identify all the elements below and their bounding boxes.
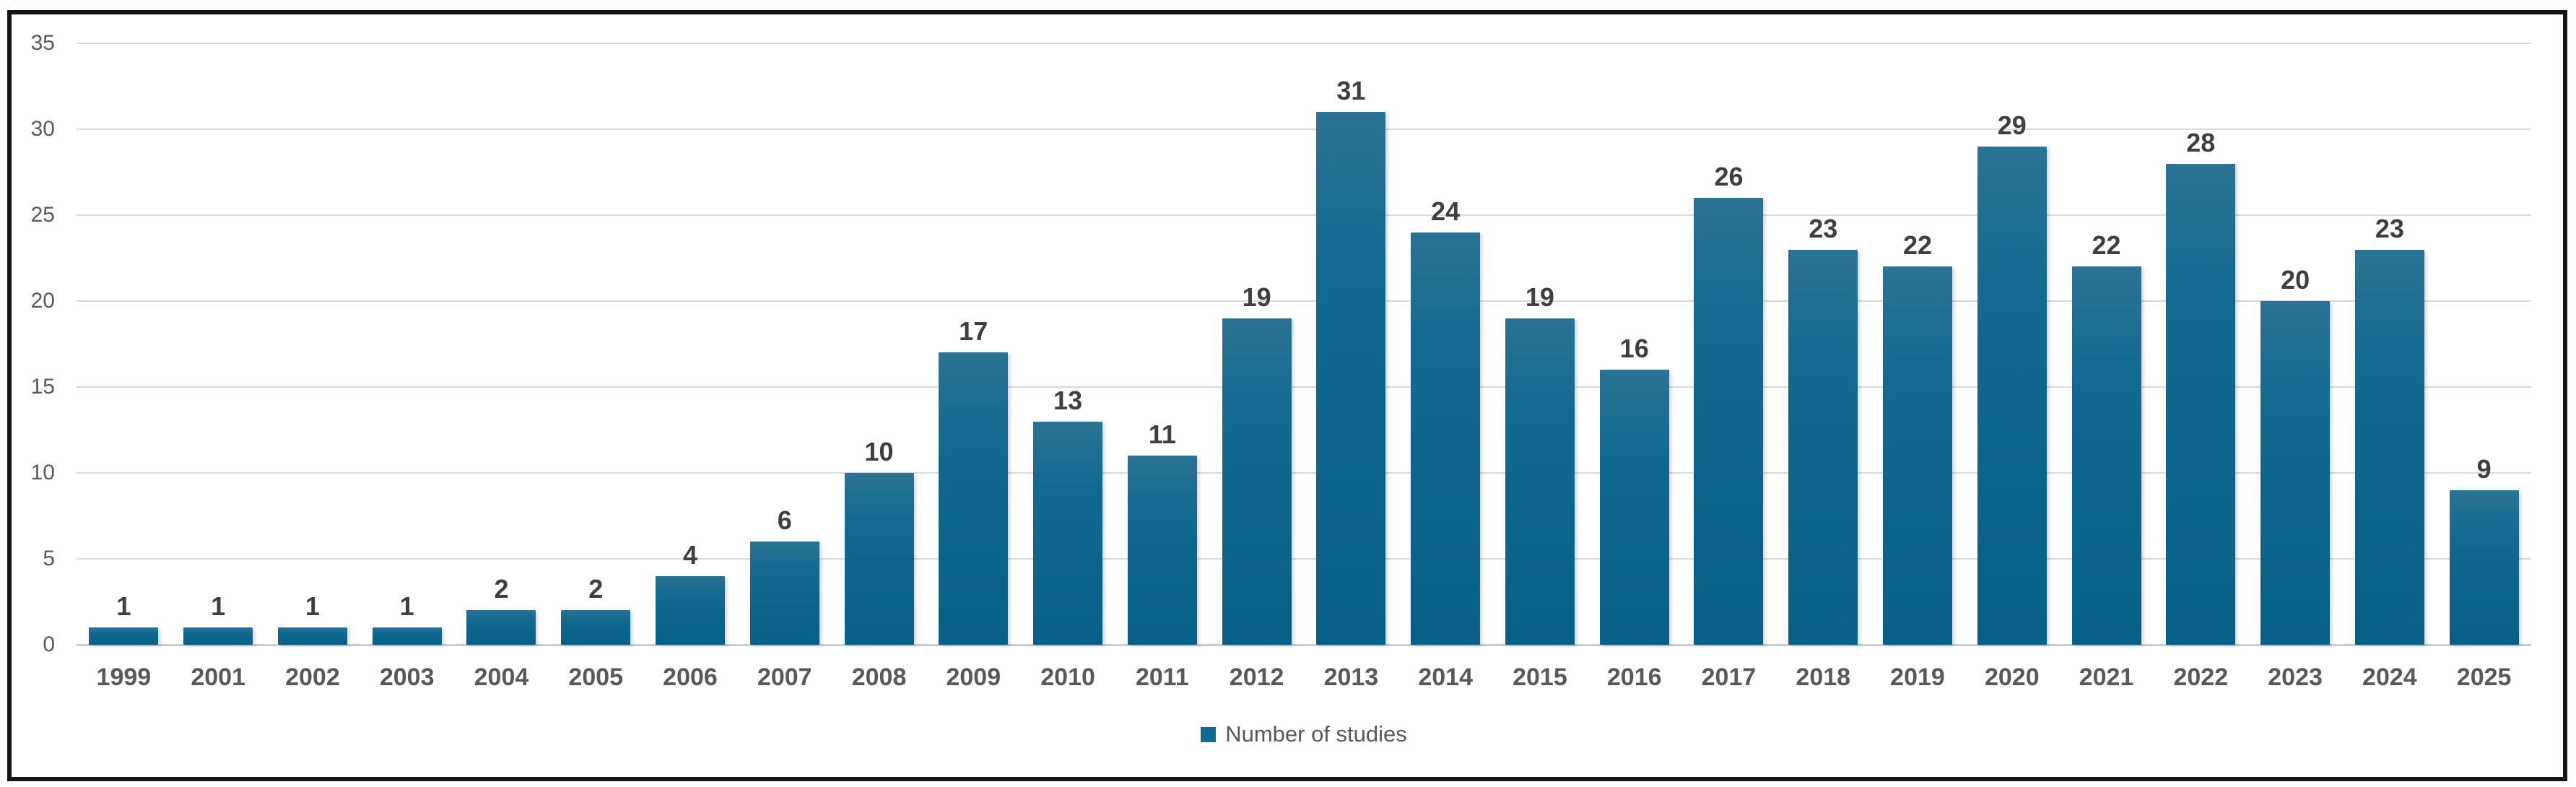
x-axis-label: 2019 bbox=[1890, 664, 1945, 691]
x-axis-label: 2011 bbox=[1135, 664, 1189, 691]
bar-value-label: 22 bbox=[1902, 230, 1933, 261]
x-axis-label: 2014 bbox=[1418, 664, 1473, 691]
y-axis-tick-label: 15 bbox=[30, 375, 55, 399]
x-axis-label: 2001 bbox=[191, 664, 245, 691]
bar-2014 bbox=[1411, 232, 1481, 645]
x-axis-label: 2017 bbox=[1701, 664, 1757, 691]
bar-value-label: 23 bbox=[1809, 213, 1838, 243]
bar-2007 bbox=[749, 542, 819, 645]
bar-value-label: 1 bbox=[305, 591, 320, 622]
bar-2016 bbox=[1599, 370, 1669, 645]
x-axis-label: 2016 bbox=[1606, 664, 1662, 691]
y-axis-tick-label: 0 bbox=[43, 632, 55, 656]
bar-2025 bbox=[2449, 490, 2519, 645]
x-axis-label: 2008 bbox=[851, 664, 907, 691]
legend-marker-square bbox=[1201, 726, 1217, 742]
bar-value-label: 24 bbox=[1431, 196, 1461, 226]
x-axis-label: 2024 bbox=[2362, 664, 2417, 691]
bar-2005 bbox=[561, 610, 631, 645]
x-axis-label: 2021 bbox=[2079, 664, 2134, 691]
y-axis-tick-label: 35 bbox=[30, 31, 55, 55]
x-axis-label: 2004 bbox=[474, 664, 529, 691]
bar-value-label: 13 bbox=[1053, 385, 1083, 415]
y-axis-tick-label: 10 bbox=[30, 461, 55, 484]
bar-value-label: 1 bbox=[116, 591, 131, 622]
bar-1999 bbox=[89, 627, 159, 645]
x-axis-label: 2020 bbox=[1984, 664, 2040, 691]
legend: Number of studies bbox=[77, 719, 2531, 749]
gridline-y0 bbox=[77, 644, 2531, 646]
x-axis-label: 2005 bbox=[568, 664, 624, 691]
bar-value-label: 2 bbox=[494, 574, 509, 604]
y-axis-tick-label: 25 bbox=[30, 203, 55, 227]
bar-value-label: 22 bbox=[2092, 230, 2121, 261]
x-axis-label: 2023 bbox=[2268, 664, 2323, 691]
x-axis-label: 2009 bbox=[946, 664, 1001, 691]
bar-2001 bbox=[183, 627, 253, 645]
bar-value-label: 10 bbox=[864, 437, 894, 466]
bar-value-label: 20 bbox=[2281, 265, 2310, 295]
bar-value-label: 16 bbox=[1619, 334, 1649, 364]
x-axis-label: 2018 bbox=[1796, 664, 1851, 691]
x-axis-label: 2002 bbox=[285, 664, 340, 691]
bar-value-label: 2 bbox=[588, 574, 604, 604]
bar-2024 bbox=[2354, 249, 2424, 645]
y-axis-tick-label: 30 bbox=[30, 117, 55, 141]
x-axis-label: 2013 bbox=[1323, 664, 1379, 691]
bar-value-label: 1 bbox=[211, 591, 226, 622]
y-axis-tick-label: 20 bbox=[30, 289, 55, 313]
bar-2004 bbox=[466, 610, 536, 645]
bar-value-label: 9 bbox=[2476, 453, 2492, 484]
bar-value-label: 11 bbox=[1148, 419, 1176, 450]
bar-value-label: 23 bbox=[2375, 213, 2404, 243]
bar-2008 bbox=[844, 473, 914, 645]
gridline-y5 bbox=[77, 558, 2531, 560]
bar-value-label: 19 bbox=[1525, 282, 1554, 312]
bar-value-label: 17 bbox=[959, 316, 988, 347]
gridline-y20 bbox=[77, 300, 2531, 302]
bar-2018 bbox=[1788, 249, 1858, 645]
bar-2010 bbox=[1033, 421, 1103, 645]
gridline-y25 bbox=[77, 214, 2531, 216]
bar-2012 bbox=[1222, 318, 1292, 645]
bar-2006 bbox=[656, 575, 725, 645]
x-axis-label: 1999 bbox=[96, 664, 152, 691]
gridline-y30 bbox=[77, 129, 2531, 130]
x-axis-label: 2012 bbox=[1229, 664, 1284, 691]
bar-value-label: 19 bbox=[1242, 282, 1271, 312]
bar-2011 bbox=[1127, 456, 1197, 645]
bar-2022 bbox=[2166, 163, 2236, 645]
bar-value-label: 28 bbox=[2186, 127, 2216, 157]
bar-value-label: 31 bbox=[1336, 76, 1366, 106]
bar-2021 bbox=[2071, 266, 2141, 645]
bar-value-label: 6 bbox=[777, 505, 792, 536]
gridline-y15 bbox=[77, 386, 2531, 388]
bar-2015 bbox=[1505, 318, 1575, 645]
x-axis-label: 2003 bbox=[379, 664, 435, 691]
x-axis-label: 2010 bbox=[1040, 664, 1095, 691]
bar-2002 bbox=[277, 627, 347, 645]
bar-2017 bbox=[1694, 198, 1764, 645]
bar-2019 bbox=[1883, 266, 1952, 645]
y-axis-tick-label: 5 bbox=[43, 547, 55, 570]
bar-value-label: 29 bbox=[1997, 110, 2027, 140]
bar-2009 bbox=[939, 352, 1009, 645]
gridline-y10 bbox=[77, 472, 2531, 474]
bar-2013 bbox=[1316, 112, 1386, 645]
legend-label: Number of studies bbox=[1225, 721, 1407, 747]
x-axis-label: 2015 bbox=[1513, 664, 1567, 691]
bar-2020 bbox=[1977, 146, 2047, 645]
bar-value-label: 26 bbox=[1714, 162, 1744, 192]
bar-value-label: 4 bbox=[682, 539, 698, 570]
bar-2003 bbox=[372, 627, 442, 645]
x-axis-label: 2025 bbox=[2456, 664, 2512, 691]
gridline-y35 bbox=[77, 43, 2531, 44]
bar-value-label: 1 bbox=[399, 591, 414, 622]
x-axis-label: 2022 bbox=[2173, 664, 2229, 691]
bar-2023 bbox=[2260, 301, 2331, 645]
x-axis-label: 2007 bbox=[757, 664, 812, 691]
x-axis-label: 2006 bbox=[663, 664, 718, 691]
